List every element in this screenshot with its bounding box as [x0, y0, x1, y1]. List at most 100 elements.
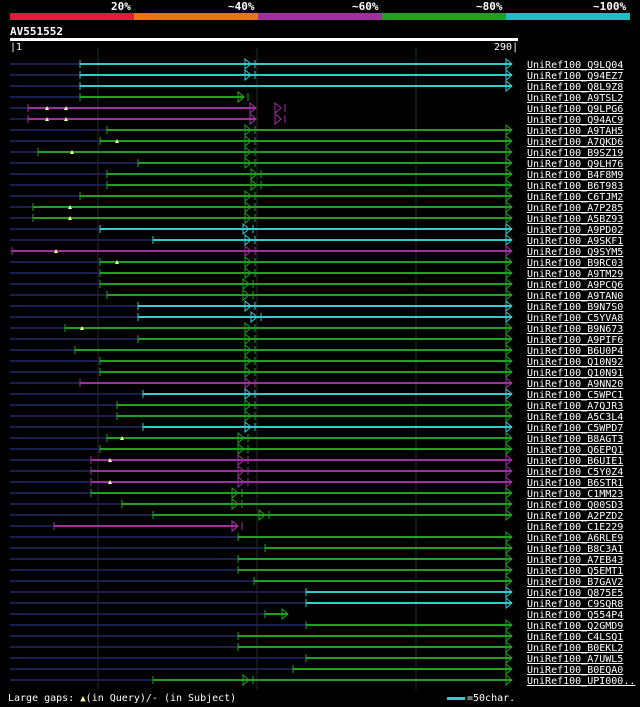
hit-link[interactable]: UniRef100_A5BZ93 — [527, 214, 623, 225]
hit-link[interactable]: UniRef100_Q9LH76 — [527, 159, 623, 170]
segment-boundary-arrow — [244, 321, 252, 335]
segment-boundary-arrow — [242, 277, 250, 291]
hit-link[interactable]: UniRef100_A7UWL5 — [527, 654, 623, 665]
hit-link[interactable]: UniRef100_B6U0P4 — [527, 346, 623, 357]
hit-link[interactable]: UniRef100_B0EQA0 — [527, 665, 623, 676]
hit-link[interactable]: UniRef100_A7P285 — [527, 203, 623, 214]
hit-link[interactable]: UniRef100_B8AGT3 — [527, 434, 623, 445]
hit-link[interactable]: UniRef100_A9NN20 — [527, 379, 623, 390]
segment-boundary-arrow — [231, 486, 239, 500]
hit-link[interactable]: UniRef100_A7EB43 — [527, 555, 623, 566]
alignment-end-arrow — [505, 475, 513, 489]
hit-link[interactable]: UniRef100_A7QKD6 — [527, 137, 623, 148]
segment-boundary-arrow — [237, 464, 245, 478]
hit-link[interactable]: UniRef100_A9TAH5 — [527, 126, 623, 137]
hit-link[interactable]: UniRef100_Q10N92 — [527, 357, 623, 368]
segment-boundary-arrow — [244, 123, 252, 137]
hit-link[interactable]: UniRef100_Q94AC9 — [527, 115, 623, 126]
hit-link[interactable]: UniRef100_A9TM29 — [527, 269, 623, 280]
alignment-end-arrow — [505, 398, 513, 412]
scale-label: ~80% — [476, 0, 503, 13]
hit-link[interactable]: UniRef100_B9N673 — [527, 324, 623, 335]
alignment-end-arrow — [505, 167, 513, 181]
hit-link[interactable]: UniRef100_A9TSL2 — [527, 93, 623, 104]
query-gap-marker — [115, 260, 119, 264]
hit-link[interactable]: UniRef100_Q00SD3 — [527, 500, 623, 511]
hit-link[interactable]: UniRef100_Q9SYM5 — [527, 247, 623, 258]
hit-link[interactable]: UniRef100_B8C3A1 — [527, 544, 623, 555]
alignment-end-arrow — [505, 486, 513, 500]
hit-link[interactable]: UniRef100_Q9LPG6 — [527, 104, 623, 115]
segment-boundary-arrow — [244, 343, 252, 357]
hit-link[interactable]: UniRef100_Q554P4 — [527, 610, 623, 621]
hit-link[interactable]: UniRef100_A9SKF1 — [527, 236, 623, 247]
hit-link[interactable]: UniRef100_A9TAN0 — [527, 291, 623, 302]
segment-boundary-arrow — [237, 90, 245, 104]
hit-link[interactable]: UniRef100_C1MM23 — [527, 489, 623, 500]
segment-boundary-arrow — [244, 134, 252, 148]
alignment-end-arrow — [505, 530, 513, 544]
hit-link[interactable]: UniRef100_A2PZD2 — [527, 511, 623, 522]
hit-link[interactable]: UniRef100_Q94EZ7 — [527, 71, 623, 82]
hit-link[interactable]: UniRef100_Q8L9Z8 — [527, 82, 623, 93]
hit-link[interactable]: UniRef100_C6TJM2 — [527, 192, 623, 203]
segment-boundary-arrow — [244, 299, 252, 313]
hit-link[interactable]: UniRef100_A6RLE9 — [527, 533, 623, 544]
hit-link[interactable]: UniRef100_Q875E5 — [527, 588, 623, 599]
segment-boundary-arrow — [244, 420, 252, 434]
alignment-end-arrow — [505, 178, 513, 192]
alignment-end-arrow — [505, 464, 513, 478]
hit-link[interactable]: UniRef100_A9PD02 — [527, 225, 623, 236]
hit-link[interactable]: UniRef100_Q6EPQ1 — [527, 445, 623, 456]
alignment-end-arrow — [505, 222, 513, 236]
hit-link[interactable]: UniRef100_Q5EMT1 — [527, 566, 623, 577]
hit-link[interactable]: UniRef100_B4F8M9 — [527, 170, 623, 181]
alignment-end-arrow — [505, 189, 513, 203]
hit-link[interactable]: UniRef100_Q10N91 — [527, 368, 623, 379]
hit-link[interactable]: UniRef100_C5Y0Z4 — [527, 467, 623, 478]
query-gap-marker — [108, 458, 112, 462]
scale-segment — [506, 13, 630, 20]
scale-line-icon — [447, 696, 465, 700]
segment-boundary-arrow — [244, 387, 252, 401]
alignment-end-arrow — [505, 596, 513, 610]
hit-link[interactable]: UniRef100_B6T983 — [527, 181, 623, 192]
hit-link[interactable]: UniRef100_C5WPC1 — [527, 390, 623, 401]
alignment-end-arrow — [505, 354, 513, 368]
hit-link[interactable]: UniRef100_A5C3L4 — [527, 412, 623, 423]
hit-link[interactable]: UniRef100_B9RC03 — [527, 258, 623, 269]
hit-link[interactable]: UniRef100_B9N7S0 — [527, 302, 623, 313]
legend-footer: Large gaps: ▲(in Query)/- (in Subject) =… — [0, 690, 640, 707]
hit-link[interactable]: UniRef100_C9SQR8 — [527, 599, 623, 610]
alignment-end-arrow — [505, 332, 513, 346]
hit-link[interactable]: UniRef100_B0EKL2 — [527, 643, 623, 654]
hit-link[interactable]: UniRef100_A9PCQ6 — [527, 280, 623, 291]
hit-link[interactable]: UniRef100_B6UIE1 — [527, 456, 623, 467]
hit-link[interactable]: UniRef100_B6STR1 — [527, 478, 623, 489]
alignment-end-arrow — [505, 233, 513, 247]
hit-link[interactable]: UniRef100_A9PIF6 — [527, 335, 623, 346]
alignment-end-arrow — [505, 134, 513, 148]
query-gap-marker — [108, 480, 112, 484]
hit-link[interactable]: UniRef100_B9SZ19 — [527, 148, 623, 159]
query-gap-marker — [54, 249, 58, 253]
segment-boundary-arrow — [244, 332, 252, 346]
query-gap-marker — [115, 139, 119, 143]
hit-link[interactable]: UniRef100_Q2GMD9 — [527, 621, 623, 632]
segment-boundary-arrow — [244, 156, 252, 170]
hit-link[interactable]: UniRef100_B7GAV2 — [527, 577, 623, 588]
segment-boundary-arrow — [231, 519, 239, 533]
hit-link[interactable]: UniRef100_A7QJR3 — [527, 401, 623, 412]
hit-link[interactable]: UniRef100_Q9LQ04 — [527, 60, 623, 71]
segment-boundary-arrow — [244, 255, 252, 269]
hit-link[interactable]: UniRef100_C5YVA8 — [527, 313, 623, 324]
segment-boundary-arrow — [237, 442, 245, 456]
hit-link[interactable]: UniRef100_C1E229 — [527, 522, 623, 533]
hit-link[interactable]: UniRef100_UPI000.. — [527, 676, 635, 687]
alignment-end-arrow — [505, 552, 513, 566]
query-sequence-bar — [10, 38, 518, 41]
alignment-end-arrow — [505, 57, 513, 71]
hit-link[interactable]: UniRef100_C5WPD7 — [527, 423, 623, 434]
query-gap-marker — [80, 326, 84, 330]
hit-link[interactable]: UniRef100_C4LSQ1 — [527, 632, 623, 643]
